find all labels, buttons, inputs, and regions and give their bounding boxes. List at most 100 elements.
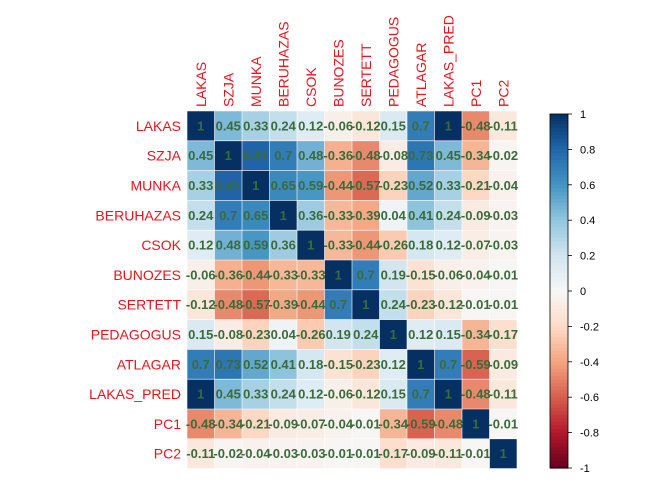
colorbar-segment bbox=[550, 294, 568, 299]
column-label: BUNOZES bbox=[330, 39, 346, 107]
cell-value-label: -0.17 bbox=[488, 327, 518, 342]
heatmap-cell bbox=[187, 140, 215, 171]
heatmap-cell bbox=[214, 140, 242, 171]
colorbar-segment bbox=[550, 152, 568, 158]
column-label: CSOK bbox=[303, 67, 319, 107]
colorbar-segment bbox=[550, 280, 568, 285]
cell-value-label: 0.73 bbox=[216, 357, 241, 372]
cell-value-label: -0.33 bbox=[323, 238, 353, 253]
heatmap-cell bbox=[462, 111, 490, 141]
colorbar-segment bbox=[550, 273, 568, 278]
cell-value-label: -0.08 bbox=[378, 148, 408, 163]
colorbar-segment bbox=[550, 305, 568, 310]
heatmap-cell bbox=[242, 260, 270, 290]
colorbar-segment bbox=[550, 138, 568, 143]
heatmap-cell bbox=[324, 230, 352, 260]
cell-value-label: 0.41 bbox=[408, 208, 433, 223]
cell-value-label: -0.03 bbox=[296, 446, 326, 461]
cell-value-label: -0.34 bbox=[378, 416, 408, 431]
cell-value-label: -0.01 bbox=[488, 297, 518, 312]
cell-value-label: 0.15 bbox=[381, 387, 406, 402]
heatmap-cell bbox=[379, 379, 407, 409]
column-label: LAKAS bbox=[193, 62, 209, 107]
heatmap-cell bbox=[324, 409, 352, 439]
cell-value-label: 0.45 bbox=[216, 387, 241, 402]
cell-value-label: -0.48 bbox=[433, 416, 463, 431]
cell-value-label: -0.09 bbox=[488, 357, 518, 372]
colorbar-tick-label: 0.4 bbox=[580, 215, 595, 227]
cell-value-label: -0.12 bbox=[186, 297, 216, 312]
heatmap-cell bbox=[489, 200, 517, 231]
heatmap-cell bbox=[352, 438, 380, 469]
cell-value-label: 1 bbox=[197, 387, 204, 402]
heatmap-cell bbox=[379, 409, 407, 439]
cell-value-label: 0.24 bbox=[353, 327, 379, 342]
heatmap-cell bbox=[379, 111, 407, 141]
colorbar-segment bbox=[550, 114, 568, 119]
heatmap-cell bbox=[434, 140, 462, 171]
cell-value-label: 0.59 bbox=[243, 238, 268, 253]
cell-value-label: -0.12 bbox=[351, 118, 381, 133]
colorbar-segment bbox=[550, 298, 568, 303]
colorbar-segment bbox=[550, 418, 568, 423]
cell-value-label: -0.44 bbox=[241, 267, 271, 282]
heatmap-cell bbox=[242, 409, 270, 439]
cell-value-label: -0.23 bbox=[378, 178, 408, 193]
colorbar-segment bbox=[550, 390, 568, 395]
cell-value-label: -0.48 bbox=[461, 118, 491, 133]
cell-value-label: -0.06 bbox=[433, 267, 463, 282]
heatmap-cell bbox=[269, 438, 297, 469]
heatmap-cell bbox=[352, 289, 380, 320]
row-label: BUNOZES bbox=[113, 267, 181, 283]
heatmap-cell bbox=[214, 438, 242, 469]
heatmap-cell bbox=[352, 379, 380, 409]
cell-value-label: 0.12 bbox=[381, 357, 406, 372]
heatmap-cell bbox=[407, 438, 435, 469]
colorbar-segment bbox=[550, 244, 568, 250]
cell-value-label: 0.12 bbox=[408, 327, 433, 342]
cell-value-label: -0.01 bbox=[461, 297, 491, 312]
colorbar-segment bbox=[550, 333, 568, 338]
heatmap-cell bbox=[324, 319, 352, 350]
heatmap-cell bbox=[297, 230, 325, 260]
colorbar-segment bbox=[550, 156, 568, 161]
cell-value-label: -0.44 bbox=[323, 178, 353, 193]
heatmap-cell bbox=[324, 379, 352, 409]
heatmap-cell bbox=[324, 140, 352, 171]
heatmap-cell bbox=[407, 170, 435, 201]
colorbar-segment bbox=[550, 407, 568, 412]
cell-value-label: -0.48 bbox=[351, 148, 381, 163]
cell-value-label: 0.7 bbox=[192, 357, 210, 372]
heatmap-cell bbox=[489, 379, 517, 409]
cell-value-label: 0.59 bbox=[298, 178, 323, 193]
heatmap-cell bbox=[379, 140, 407, 171]
heatmap-cell bbox=[297, 260, 325, 290]
colorbar-segment bbox=[550, 351, 568, 356]
heatmap-cell bbox=[489, 260, 517, 290]
cell-value-label: 0.24 bbox=[436, 208, 462, 223]
heatmap-cell bbox=[187, 319, 215, 350]
colorbar-segment bbox=[550, 301, 568, 306]
cell-value-label: 1 bbox=[335, 267, 342, 282]
cell-value-label: 0.04 bbox=[381, 208, 407, 223]
cell-value-label: -0.06 bbox=[323, 118, 353, 133]
heatmap-cell bbox=[407, 200, 435, 231]
colorbar-tick-label: 0.8 bbox=[580, 144, 595, 156]
heatmap-cell bbox=[324, 170, 352, 201]
colorbar-segment bbox=[550, 453, 568, 458]
cell-value-label: -0.04 bbox=[461, 267, 491, 282]
heatmap-cell bbox=[462, 230, 490, 260]
colorbar-segment bbox=[550, 145, 568, 150]
colorbar-segment bbox=[550, 128, 568, 133]
cell-value-label: 0.41 bbox=[271, 357, 296, 372]
colorbar-tick-label: -0.6 bbox=[580, 392, 599, 404]
heatmap-cell bbox=[297, 379, 325, 409]
heatmap-cell bbox=[489, 349, 517, 380]
colorbar-tick-label: -0.2 bbox=[580, 321, 599, 333]
colorbar-segment bbox=[550, 429, 568, 434]
row-labels: LAKAS SZJA MUNKA BERUHAZAS CSOK BUNOZES SERTET… bbox=[89, 118, 181, 462]
cell-value-label: -0.15 bbox=[406, 267, 436, 282]
cell-value-label: -0.11 bbox=[434, 446, 463, 461]
heatmap-cell bbox=[407, 379, 435, 409]
